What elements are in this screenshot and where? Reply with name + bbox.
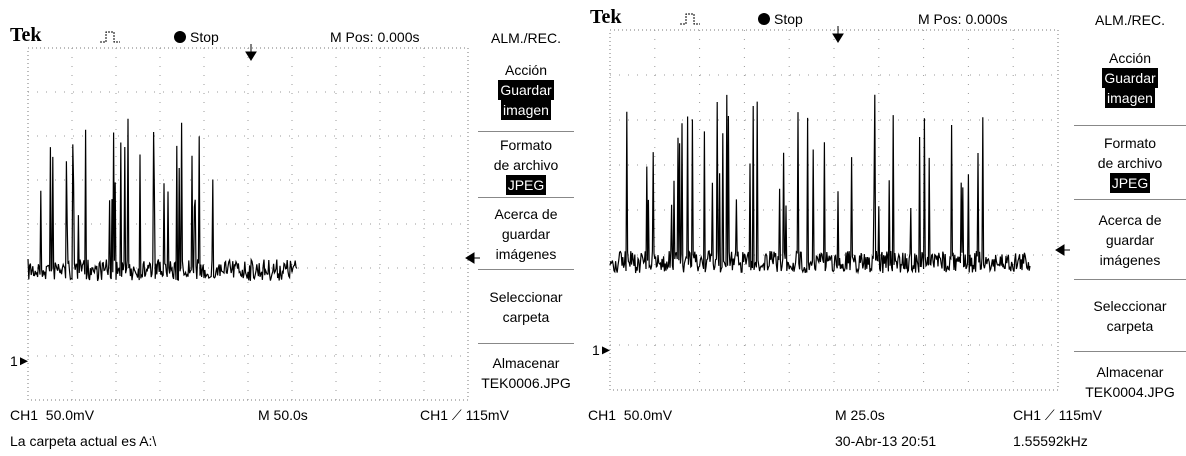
menu-item-label: de archivo — [1074, 153, 1186, 173]
menu-title: ALM./REC. — [1074, 10, 1186, 30]
date-time: 30-Abr-13 20:51 — [835, 432, 936, 450]
status-message: La carpeta actual es A:\ — [10, 432, 156, 450]
menu-item-value: JPEG — [1110, 173, 1151, 193]
trigger-setting: CH1 ⟋ 115mV — [1013, 406, 1102, 424]
menu-item-label: TEK0004.JPG — [1074, 382, 1186, 402]
acquisition-icon — [680, 14, 700, 24]
brand: Tek — [590, 8, 622, 26]
menu-item-label: Acción — [478, 60, 574, 80]
channel-scale: CH1 50.0mV — [588, 406, 672, 424]
page: 1TekStopM Pos: 0.000sALM./REC.AcciónGuar… — [0, 0, 1186, 456]
menu-item-label: guardar — [478, 224, 574, 244]
menu-item-label: de archivo — [478, 155, 574, 175]
menu-item-value: imagen — [501, 100, 551, 120]
acquisition-icon — [100, 32, 120, 42]
graphics — [0, 0, 1186, 456]
menu-item-label: imágenes — [1074, 250, 1186, 270]
channel-arrow — [602, 346, 610, 354]
menu-item-label: TEK0006.JPG — [478, 373, 574, 393]
menu-item-value: Guardar — [1102, 68, 1157, 88]
waveform — [28, 119, 297, 281]
horizontal-position: M Pos: 0.000s — [330, 28, 420, 46]
menu-item-label: guardar — [1074, 230, 1186, 250]
menu-item-label: Formato — [478, 135, 574, 155]
channel-marker: 1 — [10, 352, 18, 370]
brand: Tek — [10, 26, 42, 44]
run-status-dot — [174, 31, 186, 43]
menu-item-label: imágenes — [478, 244, 574, 264]
channel-arrow — [20, 357, 28, 365]
trigger-frequency: 1.55592kHz — [1013, 432, 1088, 450]
waveform — [610, 95, 1030, 273]
menu-item-label: Seleccionar — [1074, 296, 1186, 316]
horizontal-position: M Pos: 0.000s — [918, 10, 1008, 28]
menu-item-label: carpeta — [1074, 316, 1186, 336]
menu-item-label: Formato — [1074, 133, 1186, 153]
run-status-dot — [758, 13, 770, 25]
run-status: Stop — [190, 28, 219, 46]
timebase: M 50.0s — [258, 406, 308, 424]
trigger-setting: CH1 ⟋ 115mV — [420, 406, 509, 424]
menu-item-label: Acción — [1074, 48, 1186, 68]
channel-scale: CH1 50.0mV — [10, 406, 94, 424]
menu-item-value: JPEG — [506, 175, 547, 195]
menu-item-value: imagen — [1105, 88, 1155, 108]
menu-item-label: Acerca de — [1074, 210, 1186, 230]
menu-item-label: Acerca de — [478, 204, 574, 224]
timebase: M 25.0s — [835, 406, 885, 424]
menu-item-value: Guardar — [498, 80, 553, 100]
menu-item-label: Almacenar — [478, 353, 574, 373]
menu-title: ALM./REC. — [478, 28, 574, 48]
channel-marker: 1 — [592, 341, 600, 359]
run-status: Stop — [774, 10, 803, 28]
menu-item-label: Seleccionar — [478, 287, 574, 307]
graticule-border — [28, 48, 468, 400]
menu-item-label: Almacenar — [1074, 362, 1186, 382]
menu-item-label: carpeta — [478, 307, 574, 327]
